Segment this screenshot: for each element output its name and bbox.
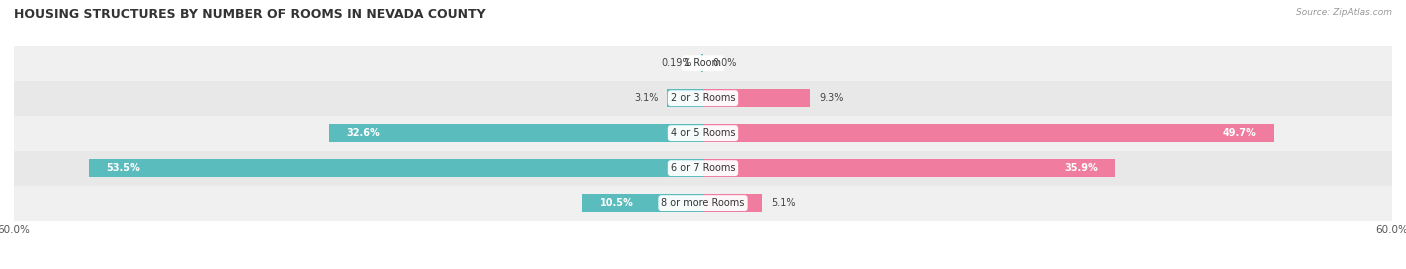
Text: 32.6%: 32.6% <box>346 128 380 138</box>
Text: 6 or 7 Rooms: 6 or 7 Rooms <box>671 163 735 173</box>
Bar <box>582 194 703 212</box>
Bar <box>703 159 1115 177</box>
Bar <box>89 159 703 177</box>
Text: 0.19%: 0.19% <box>661 58 692 68</box>
Text: 8 or more Rooms: 8 or more Rooms <box>661 198 745 208</box>
Text: 35.9%: 35.9% <box>1064 163 1098 173</box>
Bar <box>329 124 703 142</box>
Bar <box>700 54 703 72</box>
Text: 0.0%: 0.0% <box>713 58 737 68</box>
Text: 9.3%: 9.3% <box>818 93 844 103</box>
Bar <box>668 89 703 107</box>
Text: 2 or 3 Rooms: 2 or 3 Rooms <box>671 93 735 103</box>
Text: 3.1%: 3.1% <box>634 93 658 103</box>
Text: 49.7%: 49.7% <box>1223 128 1257 138</box>
Bar <box>14 186 1392 221</box>
Text: 10.5%: 10.5% <box>599 198 634 208</box>
Text: Source: ZipAtlas.com: Source: ZipAtlas.com <box>1296 8 1392 17</box>
Bar <box>14 81 1392 116</box>
Bar <box>703 194 762 212</box>
Bar <box>14 46 1392 81</box>
Text: 1 Room: 1 Room <box>685 58 721 68</box>
Text: HOUSING STRUCTURES BY NUMBER OF ROOMS IN NEVADA COUNTY: HOUSING STRUCTURES BY NUMBER OF ROOMS IN… <box>14 8 485 21</box>
Bar <box>703 89 810 107</box>
Text: 5.1%: 5.1% <box>770 198 796 208</box>
Text: 4 or 5 Rooms: 4 or 5 Rooms <box>671 128 735 138</box>
Bar <box>14 151 1392 186</box>
Bar <box>14 116 1392 151</box>
Text: 53.5%: 53.5% <box>105 163 139 173</box>
Bar <box>703 124 1274 142</box>
